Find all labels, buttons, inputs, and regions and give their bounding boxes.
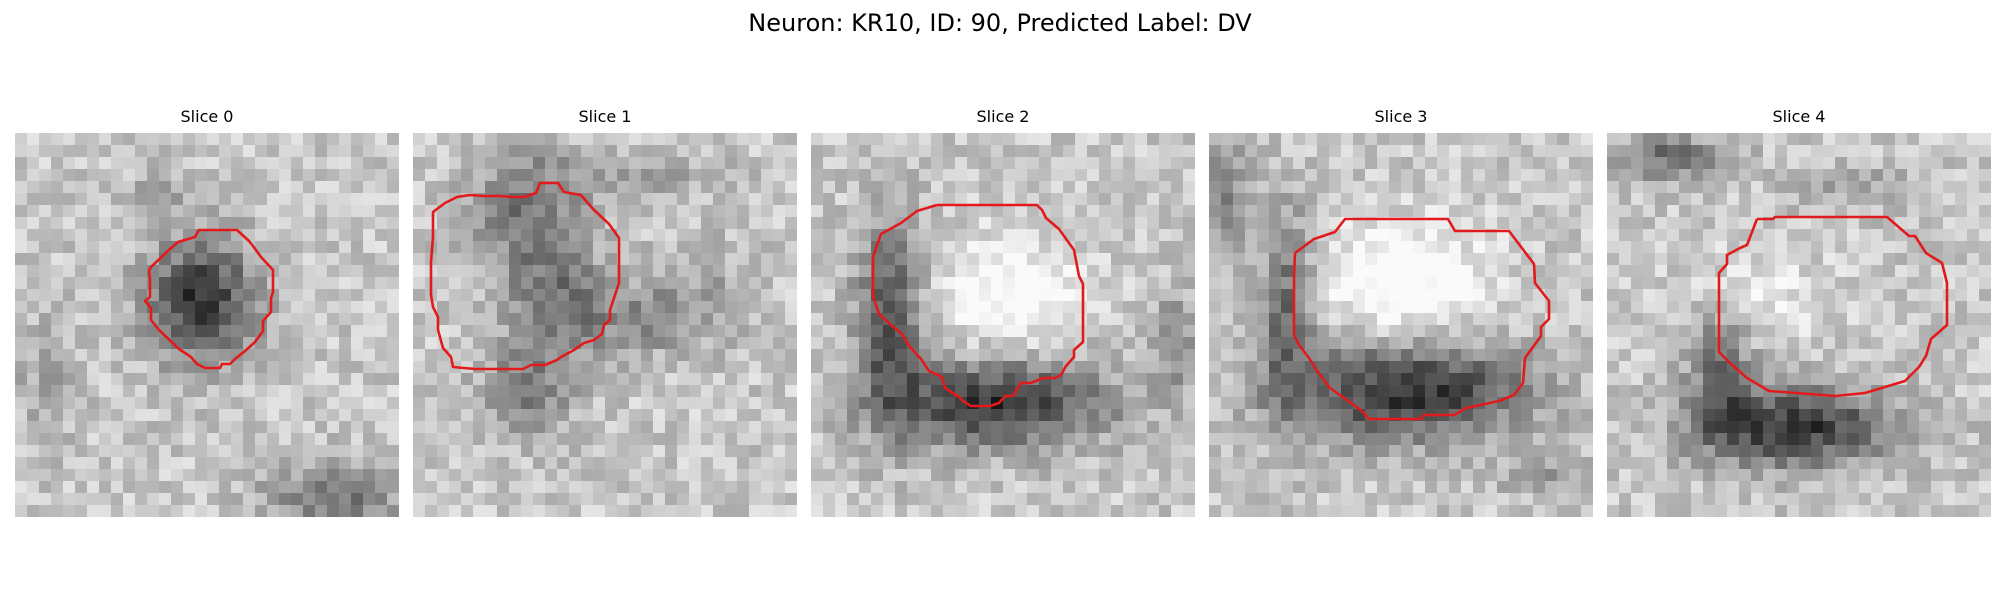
roi-contour-4 <box>1717 215 1949 398</box>
slice-image-1 <box>413 133 797 517</box>
slice-title-4: Slice 4 <box>1772 107 1826 126</box>
slice-image-2 <box>811 133 1195 517</box>
roi-contour-1 <box>429 181 621 371</box>
slice-title-1: Slice 1 <box>578 107 632 126</box>
roi-contour-3 <box>1292 217 1551 421</box>
roi-contour-0 <box>143 228 275 370</box>
slice-image-4 <box>1607 133 1991 517</box>
slice-image-3 <box>1209 133 1593 517</box>
slice-panel-0: Slice 0 <box>15 106 399 517</box>
slice-title-0: Slice 0 <box>180 107 234 126</box>
slice-panel-4: Slice 4 <box>1607 106 1991 517</box>
slice-title-3: Slice 3 <box>1374 107 1428 126</box>
slice-panel-3: Slice 3 <box>1209 106 1593 517</box>
slice-image-0 <box>15 133 399 517</box>
slice-panel-1: Slice 1 <box>413 106 797 517</box>
roi-contour-2 <box>871 203 1085 408</box>
slice-title-2: Slice 2 <box>976 107 1030 126</box>
figure-title: Neuron: KR10, ID: 90, Predicted Label: D… <box>748 9 1252 37</box>
slice-panel-2: Slice 2 <box>811 106 1195 517</box>
